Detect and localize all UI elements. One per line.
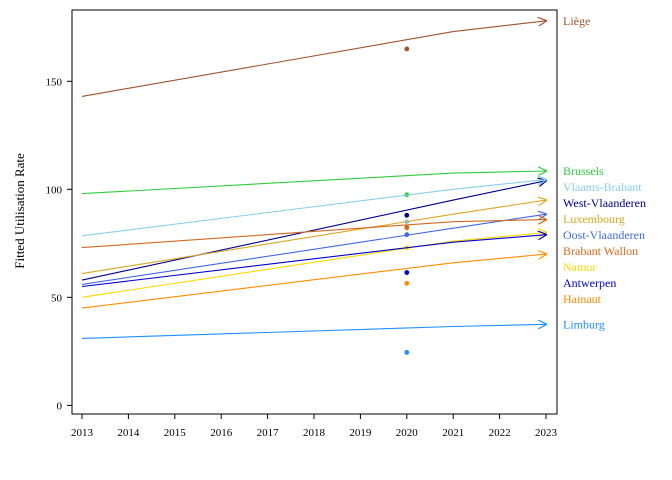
- series-line-west-vlaanderen: [81, 181, 546, 281]
- observed-point-limburg: [404, 350, 410, 355]
- series-line-antwerpen: [81, 235, 546, 288]
- series-label-hainaut: Hainaut: [563, 292, 602, 306]
- x-tick-label: 2013: [71, 427, 94, 439]
- series-line-li-ge: [81, 21, 546, 97]
- series-label-limburg: Limburg: [563, 317, 605, 331]
- x-tick-label: 2019: [349, 427, 372, 439]
- series-line-vlaams-brabant: [81, 180, 546, 237]
- observed-point-li-ge: [404, 46, 410, 52]
- x-tick-label: 2016: [210, 427, 233, 439]
- series-label-vlaams-brabant: Vlaams-Brabant: [563, 180, 642, 194]
- series-line-hainaut: [81, 254, 546, 309]
- series-line-luxembourg: [81, 200, 546, 275]
- x-tick-label: 2014: [117, 427, 140, 439]
- series-label-oost-vlaanderen: Oost-Vlaanderen: [563, 228, 645, 242]
- x-tick-label: 2021: [442, 427, 464, 439]
- series-label-brabant-wallon: Brabant Wallon: [563, 244, 638, 258]
- y-tick-label: 100: [46, 184, 63, 196]
- x-tick-label: 2015: [164, 427, 187, 439]
- x-tick-label: 2020: [396, 427, 419, 439]
- x-axis: 2013 2014 2015 2016 2017 2018 2019 2020 2021 2022…: [71, 414, 558, 439]
- x-tick-label: 2018: [303, 427, 326, 439]
- series-line-brabant-wallon: [81, 220, 546, 249]
- x-tick-label: 2023: [535, 427, 558, 439]
- observed-point-oost-vlaanderen: [404, 232, 410, 238]
- y-tick-label: 50: [51, 292, 63, 304]
- y-axis-title: Fitted Utilisation Rate: [12, 153, 27, 269]
- y-axis: 0 50 100 150: [46, 76, 72, 412]
- series-label-li-ge: Liège: [563, 14, 590, 28]
- y-tick-label: 150: [46, 76, 63, 88]
- observed-point-hainaut: [404, 280, 410, 286]
- observed-point-west-vlaanderen: [404, 212, 410, 218]
- series-label-west-vlaanderen: West-Vlaanderen: [563, 196, 646, 210]
- series-label-luxembourg: Luxembourg: [563, 212, 625, 226]
- series-layer: [81, 21, 546, 355]
- series-label-antwerpen: Antwerpen: [563, 276, 616, 290]
- y-tick-label: 0: [57, 400, 63, 412]
- observed-point-brabant-wallon: [404, 224, 410, 230]
- series-labels: Liège Brussels Vlaams-Brabant West-Vlaander…: [563, 14, 646, 332]
- series-label-brussels: Brussels: [563, 164, 604, 178]
- series-line-limburg: [81, 324, 546, 339]
- series-label-namur: Namur: [563, 260, 596, 274]
- x-tick-label: 2017: [257, 427, 280, 439]
- series-line-brussels: [81, 171, 546, 195]
- plot-frame: [71, 9, 558, 415]
- series-line-oost-vlaanderen: [81, 214, 546, 285]
- series-line-namur: [81, 233, 546, 298]
- observed-point-antwerpen: [404, 270, 410, 275]
- x-tick-label: 2022: [489, 427, 511, 439]
